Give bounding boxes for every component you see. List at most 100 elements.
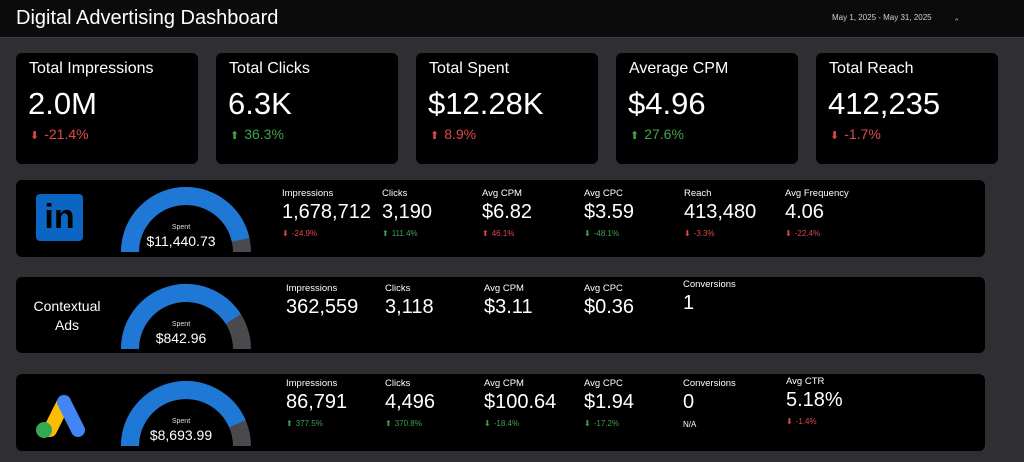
metric-label: Avg CPM (482, 188, 522, 199)
arrow-up-icon: ⬆ (630, 130, 640, 142)
metric-value: 413,480 (684, 201, 757, 223)
metric-label: Avg CPC (584, 283, 623, 294)
kpi-label: Total Spent (429, 60, 510, 77)
metric-value: 362,559 (286, 296, 359, 318)
metric-delta-value: 377.5% (295, 419, 323, 428)
google-ads-logo-icon (30, 388, 90, 440)
metric-value: $100.64 (484, 391, 557, 413)
metric-delta: ⬆ 377.5% (286, 419, 347, 428)
kpi-value: $4.96 (628, 86, 706, 121)
kpi-card-total-reach: Total Reach 412,235 ⬇ -1.7% (816, 53, 998, 164)
kpi-card-average-cpm: Average CPM $4.96 ⬆ 27.6% (616, 53, 798, 164)
kpi-card-total-clicks: Total Clicks 6.3K ⬆ 36.3% (216, 53, 398, 164)
kpi-value: $12.28K (428, 86, 544, 121)
metric-delta: ⬇ -18.4% (484, 419, 556, 428)
metric-label: Clicks (385, 283, 411, 294)
kpi-delta-value: 8.9% (444, 126, 477, 142)
contextual-spent-gauge: Spent $842.96 (116, 279, 256, 359)
arrow-up-icon: ⬆ (430, 130, 440, 142)
metric-value: 4,496 (385, 391, 436, 413)
kpi-delta-value: -21.4% (44, 126, 89, 142)
metric-avg-ctr: Avg CTR 5.18% ⬇ -1.4% (786, 376, 843, 426)
metric-conversions: Conversions 1 (683, 279, 736, 315)
kpi-label: Total Impressions (29, 60, 154, 77)
metric-value: $3.11 (484, 296, 533, 318)
metric-value: 4.06 (785, 201, 824, 223)
metric-label: Avg CPM (484, 378, 524, 389)
kpi-delta: ⬆ 36.3% (230, 126, 284, 142)
metric-delta: ⬇ -24.9% (282, 229, 371, 238)
gauge-label: Spent (171, 321, 191, 328)
metric-delta: ⬇ -3.3% (684, 229, 756, 238)
metric-sub: N/A (683, 420, 697, 429)
metric-label: Impressions (286, 378, 338, 389)
metric-delta: ⬇ -17.2% (584, 419, 634, 428)
metric-delta-value: 111.4% (391, 229, 418, 238)
linkedin-row: in Spent $11,440.73 Impressions 1,678,71… (16, 180, 985, 257)
metric-impressions: Impressions 1,678,712 ⬇ -24.9% (282, 188, 371, 238)
metric-delta-value: -18.4% (493, 419, 520, 428)
kpi-card-total-spent: Total Spent $12.28K ⬆ 8.9% (416, 53, 598, 164)
metric-avg-cpm: Avg CPM $3.11 (484, 283, 533, 319)
contextual-title-line1: Contextual (33, 298, 101, 314)
metric-clicks: Clicks 3,190 ⬆ 111.4% (382, 188, 432, 238)
arrow-down-icon: ⬇ (282, 229, 289, 238)
kpi-delta: ⬇ -1.7% (830, 126, 881, 142)
metric-delta: ⬆ 370.8% (385, 419, 435, 428)
kpi-delta-value: 27.6% (644, 126, 684, 142)
metric-avg-cpc: Avg CPC $1.94 ⬇ -17.2% (584, 378, 634, 428)
arrow-up-icon: ⬆ (385, 419, 392, 428)
metric-delta: ⬆ 46.1% (482, 229, 532, 238)
kpi-delta-value: -1.7% (844, 126, 881, 142)
metric-delta-value: 46.1% (491, 229, 515, 238)
gauge-fill (121, 187, 250, 253)
contextual-ads-row: Contextual Ads Spent $842.96 Impressions… (16, 277, 985, 353)
metric-impressions: Impressions 362,559 (286, 283, 358, 319)
arrow-up-icon: ⬆ (286, 419, 293, 428)
contextual-ads-title: Contextual Ads (28, 297, 106, 335)
arrow-down-icon: ⬇ (684, 229, 691, 238)
metric-value: 5.18% (786, 389, 843, 411)
metric-value: $6.82 (482, 201, 533, 223)
kpi-card-total-impressions: Total Impressions 2.0M ⬇ -21.4% (16, 53, 198, 164)
linkedin-spent-gauge: Spent $11,440.73 (116, 182, 256, 262)
kpi-delta-value: 36.3% (244, 126, 284, 142)
metric-label: Avg CPM (484, 283, 524, 294)
arrow-down-icon: ⬇ (30, 130, 40, 142)
date-range-dropdown-icon[interactable]: ‸ (955, 10, 959, 21)
metric-value: 0 (683, 391, 695, 413)
metric-delta: ⬇ -48.1% (584, 229, 634, 238)
metric-label: Avg CPC (584, 378, 623, 389)
gauge-fill (121, 381, 246, 447)
metric-value: 3,118 (385, 296, 434, 318)
metric-value: 86,791 (286, 391, 348, 413)
gauge-fill (121, 284, 241, 350)
metric-value: 3,190 (382, 201, 433, 223)
gauge-value: $842.96 (155, 330, 207, 346)
date-range-picker[interactable]: May 1, 2025 - May 31, 2025 (832, 13, 932, 22)
metric-impressions: Impressions 86,791 ⬆ 377.5% (286, 378, 347, 428)
metric-delta-value: -17.2% (593, 419, 620, 428)
metric-value: $0.36 (584, 296, 635, 318)
metric-delta-value: -22.4% (794, 229, 821, 238)
linkedin-logo-text: in (44, 198, 75, 236)
gauge-value: $11,440.73 (146, 233, 216, 249)
metric-delta-value: 370.8% (394, 419, 422, 428)
gauge-value: $8,693.99 (149, 427, 213, 443)
kpi-label: Total Clicks (229, 60, 310, 77)
metric-delta-value: -48.1% (593, 229, 620, 238)
arrow-down-icon: ⬇ (785, 229, 792, 238)
metric-delta-value: -24.9% (291, 229, 318, 238)
metric-label: Avg CTR (786, 376, 825, 387)
contextual-title-line2: Ads (54, 317, 80, 333)
arrow-down-icon: ⬇ (484, 419, 491, 428)
arrow-up-icon: ⬆ (382, 229, 389, 238)
metric-conversions: Conversions 0 N/A (683, 378, 736, 429)
metric-avg-cpc: Avg CPC $3.59 ⬇ -48.1% (584, 188, 634, 238)
kpi-value: 412,235 (828, 86, 941, 121)
metric-delta: ⬇ -22.4% (785, 229, 849, 238)
metric-delta: ⬇ -1.4% (786, 417, 843, 426)
metric-avg-frequency: Avg Frequency 4.06 ⬇ -22.4% (785, 188, 849, 238)
kpi-label: Average CPM (629, 60, 729, 77)
arrow-down-icon: ⬇ (786, 417, 793, 426)
